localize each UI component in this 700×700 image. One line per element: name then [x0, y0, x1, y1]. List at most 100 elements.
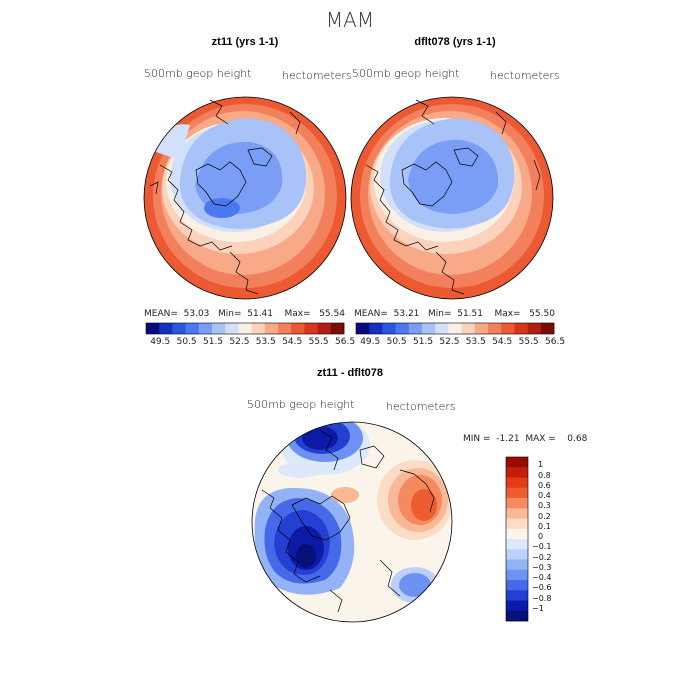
colorbar-swatch	[506, 467, 528, 478]
colorbar-level-label: 0.8	[538, 470, 551, 480]
colorbar-swatch	[382, 323, 396, 334]
colorbar-tick-label: 53.5	[255, 337, 276, 347]
stat-max-value: 55.50	[529, 309, 555, 319]
colorbar-swatch	[264, 323, 279, 334]
colorbar-level-label: 0.6	[538, 480, 551, 490]
diff-max-value: 0.68	[567, 434, 588, 444]
colorbar-swatch	[506, 590, 528, 601]
colorbar-swatch	[435, 323, 449, 334]
colorbar-frame	[355, 322, 555, 335]
colorbar-tick-label: 52.5	[439, 337, 460, 347]
colorbar-tick-label: 55.5	[518, 337, 539, 347]
colorbar-tick-label: 49.5	[150, 337, 171, 347]
diff-min-value: -1.21	[496, 434, 520, 444]
colorbar-swatch	[506, 487, 528, 499]
colorbar-tick-label: 56.5	[545, 337, 566, 347]
stat-min-value: 51.41	[247, 309, 273, 319]
stat-max-label: Max=	[494, 309, 521, 319]
stat-min-label: Min=	[427, 309, 452, 319]
diff-min-label: MIN =	[463, 434, 491, 444]
colorbar-ticks-left: 49.5 50.5 51.5 52.5 53.5 54.5 55.5 56.5	[140, 337, 355, 349]
colorbar-level-label: 1	[538, 460, 544, 470]
coastlines-diff	[261, 429, 435, 613]
stat-mean-label: MEAN=	[144, 309, 178, 319]
colorbar-swatch	[278, 323, 292, 334]
colorbar-tick-label: 54.5	[492, 337, 513, 347]
units-label-right: hectometers	[490, 69, 560, 82]
diff-max-label: MAX =	[525, 434, 556, 444]
diff-field-label: 500mb geop height	[247, 398, 355, 411]
colorbar-swatch	[185, 323, 200, 334]
colorbar-level-label: 0	[538, 532, 544, 541]
colorbar-swatch	[330, 323, 345, 334]
colorbar-swatch	[408, 323, 423, 334]
colorbar-swatch	[448, 323, 462, 334]
colorbar-swatch	[506, 528, 528, 540]
colorbar-swatch	[506, 580, 528, 591]
colorbar-swatch	[506, 610, 528, 622]
stat-max-value: 55.54	[319, 309, 345, 319]
colorbar-right	[355, 322, 555, 335]
panel-title-left: zt11 (yrs 1-1)	[211, 36, 279, 48]
colorbar-tick-label: 53.5	[465, 337, 486, 347]
panel-title-right: dflt078 (yrs 1-1)	[414, 36, 496, 48]
colorbar-level-label: −0.8	[532, 593, 552, 603]
colorbar-diff-labels: 1 0.8 0.6 0.4 0.3 0.2 0.1 0 −0.1 −0.2 −0.3 −0.4 −0.6…	[532, 456, 592, 626]
colorbar-level-label: 0.2	[538, 511, 551, 521]
colorbar-swatch	[506, 600, 528, 612]
colorbar-swatch	[506, 518, 528, 530]
colorbar-swatch	[369, 323, 383, 334]
colorbar-level-label: −0.1	[532, 542, 552, 552]
colorbar-diff	[505, 456, 529, 622]
colorbar-level-label: −1	[532, 603, 544, 613]
colorbar-tick-label: 51.5	[203, 337, 224, 347]
colorbar-frame	[145, 322, 345, 335]
diff-panel-title: zt11 - dflt078	[316, 367, 384, 379]
colorbar-swatch	[501, 323, 515, 334]
colorbar-swatch	[506, 549, 528, 560]
stat-mean-value: 53.21	[393, 309, 420, 319]
colorbar-tick-label: 50.5	[176, 337, 197, 347]
colorbar-tick-label: 55.5	[308, 337, 329, 347]
colorbar-level-label: −0.6	[532, 583, 552, 593]
colorbar-swatch	[159, 323, 173, 334]
colorbar-level-label: −0.3	[532, 562, 552, 572]
colorbar-swatch	[506, 457, 528, 468]
colorbar-swatch	[540, 323, 555, 334]
colorbar-swatch	[356, 323, 370, 334]
colorbar-swatch	[422, 323, 436, 334]
colorbar-swatch	[225, 323, 239, 334]
colorbar-tick-label: 49.5	[360, 337, 381, 347]
colorbar-swatch	[506, 508, 528, 519]
colorbar-swatch	[461, 323, 476, 334]
colorbar-swatch	[506, 539, 528, 550]
colorbar-swatch	[291, 323, 305, 334]
figure-title: MAM	[325, 8, 375, 32]
colorbar-ticks-right: 49.5 50.5 51.5 52.5 53.5 54.5 55.5 56.5	[350, 337, 565, 349]
colorbar-swatch	[317, 323, 332, 334]
colorbar-swatch	[251, 323, 266, 334]
colorbar-swatch	[474, 323, 489, 334]
colorbar-swatch	[146, 323, 160, 334]
colorbar-swatch	[514, 323, 528, 334]
coastlines-right	[365, 99, 541, 295]
colorbar-swatch	[506, 477, 528, 489]
colorbar-swatch	[238, 323, 252, 334]
colorbar-swatch	[488, 323, 502, 334]
stat-mean-value: 53.03	[183, 309, 210, 319]
colorbar-tick-label: 54.5	[282, 337, 303, 347]
colorbar-level-label: −0.4	[532, 573, 552, 582]
colorbar-swatch	[506, 569, 528, 581]
colorbar-swatch	[506, 559, 528, 571]
diff-stats: MIN = -1.21 MAX = 0.68	[463, 434, 587, 444]
polar-map-right	[351, 97, 553, 299]
colorbar-tick-label: 51.5	[413, 337, 434, 347]
colorbar-swatch	[212, 323, 226, 334]
coastlines-left	[149, 99, 301, 295]
colorbar-tick-label: 56.5	[335, 337, 356, 347]
colorbar-left	[145, 322, 345, 335]
colorbar-level-label: 0.1	[538, 521, 551, 531]
colorbar-swatch	[527, 323, 542, 334]
colorbar-tick-label: 50.5	[386, 337, 407, 347]
